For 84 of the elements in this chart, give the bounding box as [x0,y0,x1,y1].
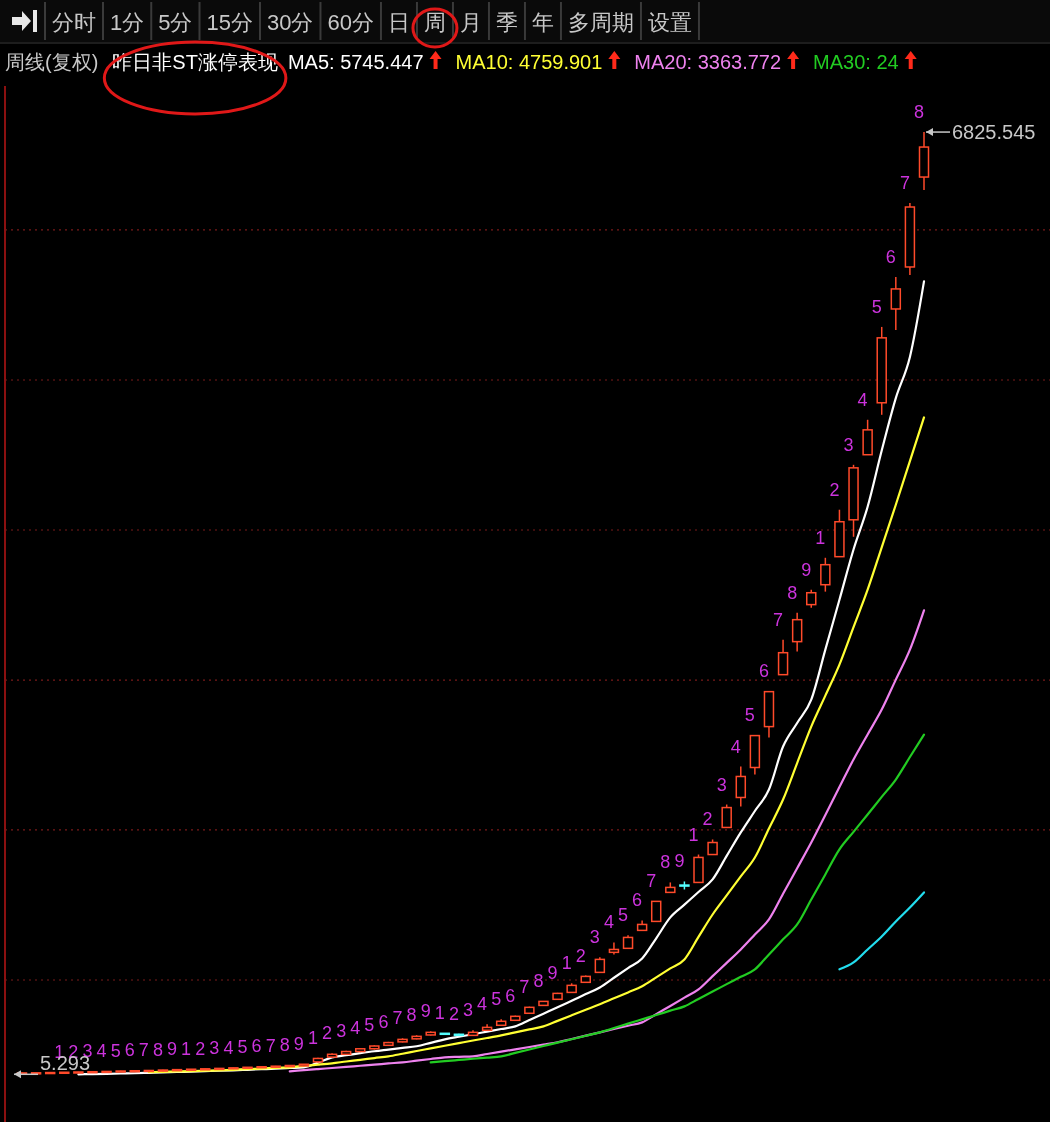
text: 2 [575,945,586,966]
text: 8 [406,1005,417,1026]
text: 1 [688,824,699,845]
text: 4 [96,1041,107,1062]
text: 1 [307,1027,318,1048]
text: 4 [477,994,488,1015]
text: 6 [505,985,516,1006]
text: 9 [801,559,812,580]
text: 1 [815,527,826,548]
text: 7 [265,1035,276,1056]
text: 6 [885,246,896,267]
text: 7 [773,609,784,630]
text: 8 [913,102,925,123]
candlestick [777,638,789,676]
text: 3 [843,434,854,455]
text: MA5: 5745.447 [287,51,424,73]
text: 季 [495,10,518,35]
text: 5 [871,296,882,317]
text: 6825.545 [952,121,1036,144]
text: 5 [618,905,629,926]
text: MA30: 24 [813,51,899,73]
candlestick [791,611,803,653]
text: 周 [423,10,446,35]
text: 7 [899,173,910,194]
text: 6 [632,890,643,911]
text: 3 [462,1000,474,1021]
text: 6 [758,660,769,681]
candlestick [721,803,732,829]
text: 2 [702,809,713,830]
text: 6 [251,1036,262,1057]
text: 7 [519,976,530,997]
text: 5 [364,1015,375,1036]
text: 日 [387,10,410,35]
text: 8 [533,970,544,991]
text: 4 [857,389,868,410]
text: 2 [448,1003,459,1024]
text: 7 [392,1008,403,1029]
text: 8 [660,852,671,873]
text: 5 [491,989,502,1010]
text: 5 [237,1037,248,1058]
text: 2 [195,1038,206,1059]
text: 4 [223,1037,234,1058]
text: 8 [279,1035,290,1056]
text: 2 [829,479,840,500]
text: 30分 [266,10,314,35]
chart-title: 周线(复权) [5,51,99,73]
text: 60分 [327,10,374,35]
text: 15分 [206,10,253,35]
text: 月 [459,10,482,35]
text: 4 [730,736,741,757]
text: 4 [603,912,614,933]
text: MA20: 3363.772 [634,51,782,73]
text: 年 [531,10,554,35]
candlestick [735,765,747,808]
text: 9 [674,851,685,872]
text: 2 [322,1023,333,1044]
text: MA10: 4759.901 [455,51,603,73]
text: 5 [110,1040,121,1061]
text: 5 [744,705,755,726]
text: 8 [787,582,798,603]
text: 多周期 [567,10,634,35]
candlestick [820,557,831,593]
text: 1 [181,1038,192,1059]
text: 3 [336,1020,347,1041]
text: 分时 [52,10,96,35]
candlestick [890,276,902,331]
text: 1 [561,953,572,974]
text: 6 [124,1040,135,1061]
text: 3 [589,927,600,948]
text: 6 [378,1011,389,1032]
text: 7 [138,1040,149,1061]
text: 3 [716,774,727,795]
text: 8 [152,1039,163,1060]
text: 9 [547,962,558,983]
text: 设置 [647,10,692,35]
text: 9 [293,1033,304,1054]
text: 3 [209,1038,220,1059]
text: 9 [167,1039,178,1060]
text: 7 [646,870,657,891]
text: 4 [350,1018,361,1039]
text: 5分 [158,10,193,35]
text: 1分 [110,10,145,35]
text: 1 [434,1002,445,1023]
text: 9 [420,1001,431,1022]
